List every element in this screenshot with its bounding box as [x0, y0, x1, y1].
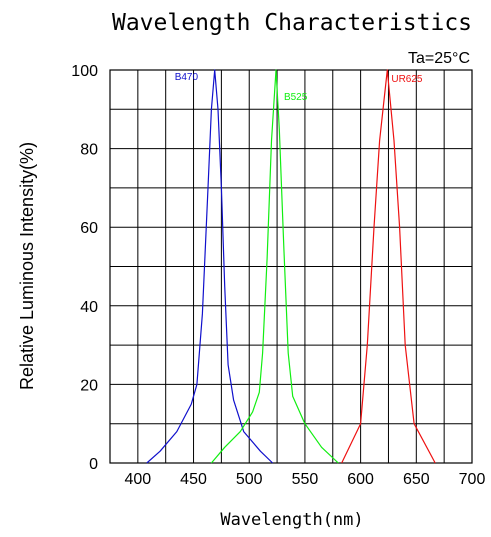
series-line-b470	[146, 69, 274, 464]
series-labels: B470 B525 UR625	[175, 72, 423, 103]
y-axis-label: Relative Luminous Intensity(%)	[17, 142, 37, 390]
series-lines	[146, 69, 436, 464]
y-tick-label: 100	[71, 63, 98, 80]
x-tick-label: 700	[459, 471, 486, 488]
series-line-b525	[210, 69, 339, 464]
chart-title: Wavelength Characteristics	[112, 10, 472, 36]
x-tick-label: 500	[236, 471, 263, 488]
series-label-b525: B525	[284, 92, 308, 103]
y-tick-label: 80	[80, 142, 98, 159]
y-tick-label: 0	[89, 456, 98, 473]
grid	[109, 69, 473, 464]
x-tick-label: 650	[403, 471, 430, 488]
x-tick-label: 550	[292, 471, 319, 488]
x-tick-labels: 400 450 500 550 600 650 700	[124, 471, 485, 488]
x-axis-label: Wavelength(nm)	[220, 510, 363, 530]
y-tick-label: 40	[80, 299, 98, 316]
temperature-annotation: Ta=25°C	[408, 50, 470, 67]
y-tick-label: 60	[80, 220, 98, 237]
y-tick-labels: 0 20 40 60 80 100	[71, 63, 98, 473]
series-label-b470: B470	[175, 72, 199, 83]
series-line-ur625	[341, 69, 436, 464]
y-tick-label: 20	[80, 377, 98, 394]
x-tick-label: 600	[347, 471, 374, 488]
x-tick-label: 450	[180, 471, 207, 488]
series-label-ur625: UR625	[391, 74, 423, 85]
x-tick-label: 400	[124, 471, 151, 488]
